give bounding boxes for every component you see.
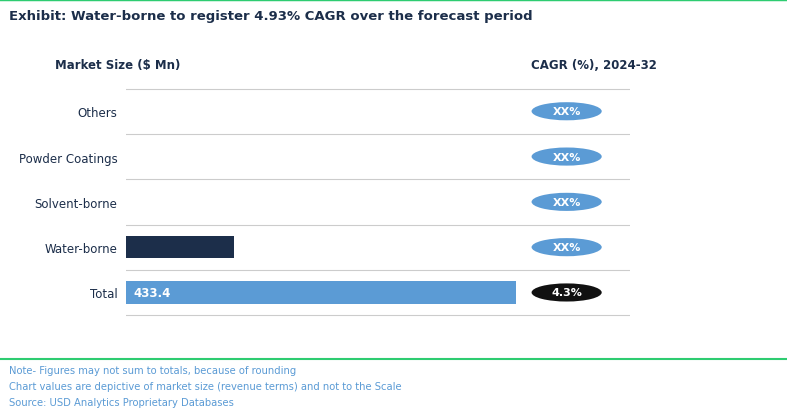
Text: XX%: XX% [552,242,581,253]
Text: XX%: XX% [552,197,581,207]
Ellipse shape [531,103,602,121]
Bar [126,282,515,304]
Ellipse shape [531,148,602,166]
Text: XX%: XX% [552,152,581,162]
Text: CAGR (%), 2024-32: CAGR (%), 2024-32 [531,59,657,71]
Text: 4.3%: 4.3% [551,288,582,298]
Ellipse shape [531,239,602,256]
Text: 433.4: 433.4 [133,286,171,299]
Text: Market Size ($ Mn): Market Size ($ Mn) [55,59,181,71]
Ellipse shape [531,284,602,302]
Text: Chart values are depictive of market size (revenue terms) and not to the Scale: Chart values are depictive of market siz… [9,381,402,391]
Text: Source: USD Analytics Proprietary Databases: Source: USD Analytics Proprietary Databa… [9,397,235,407]
Bar [126,236,234,259]
Text: Note- Figures may not sum to totals, because of rounding: Note- Figures may not sum to totals, bec… [9,366,297,375]
Text: Exhibit: Water-borne to register 4.93% CAGR over the forecast period: Exhibit: Water-borne to register 4.93% C… [9,10,533,23]
Text: XX%: XX% [552,107,581,117]
Ellipse shape [531,193,602,211]
